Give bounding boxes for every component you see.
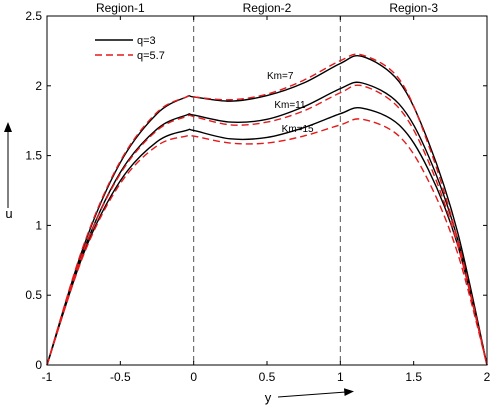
series-line-5 <box>46 118 488 366</box>
curve-label: Km=15 <box>282 124 314 135</box>
y-axis-title: u <box>4 122 13 221</box>
x-tick-label: 0 <box>190 370 197 384</box>
y-axis-label: u <box>5 206 12 221</box>
x-tick-label: -1 <box>42 370 53 384</box>
axis-ticks: -1 -0.5 0 0.5 1 1.5 2 0 0.5 1 1.5 2 2.5 <box>25 9 490 384</box>
y-tick-label: 1 <box>35 218 42 232</box>
x-axis-arrow-icon <box>277 391 347 398</box>
series-line-0 <box>46 54 488 366</box>
legend: q=3 q=5.7 <box>95 35 165 62</box>
y-tick-label: 0 <box>35 358 42 372</box>
x-tick-label: 2 <box>484 370 491 384</box>
region-label: Region-1 <box>96 1 145 15</box>
x-tick-label: -0.5 <box>110 370 131 384</box>
x-tick-label: 1.5 <box>405 370 422 384</box>
y-tick-label: 2 <box>35 79 42 93</box>
y-tick-label: 0.5 <box>25 288 42 302</box>
series-line-4 <box>46 84 488 366</box>
x-axis-title: y <box>265 388 354 405</box>
x-axis-label: y <box>265 390 272 405</box>
legend-label: q=3 <box>137 35 156 47</box>
y-axis-arrowhead-icon <box>4 122 12 132</box>
plot-frame <box>46 15 488 366</box>
region-dividers <box>193 16 341 365</box>
region-label: Region-2 <box>243 1 292 15</box>
series-line-1 <box>46 81 488 366</box>
series-lines <box>46 53 488 366</box>
legend-label: q=5.7 <box>137 50 165 62</box>
series-line-2 <box>46 107 488 366</box>
y-tick-label: 2.5 <box>25 9 42 23</box>
x-tick-label: 1 <box>337 370 344 384</box>
curve-label: Km=7 <box>267 71 294 82</box>
series-line-3 <box>46 53 488 366</box>
y-tick-label: 1.5 <box>25 149 42 163</box>
x-axis-arrowhead-icon <box>344 388 354 396</box>
curve-labels: Km=7 Km=11 Km=15 <box>267 71 314 135</box>
region-labels: Region-1 Region-2 Region-3 <box>96 1 438 15</box>
region-label: Region-3 <box>389 1 438 15</box>
x-tick-label: 0.5 <box>259 370 276 384</box>
curve-label: Km=11 <box>274 100 306 111</box>
